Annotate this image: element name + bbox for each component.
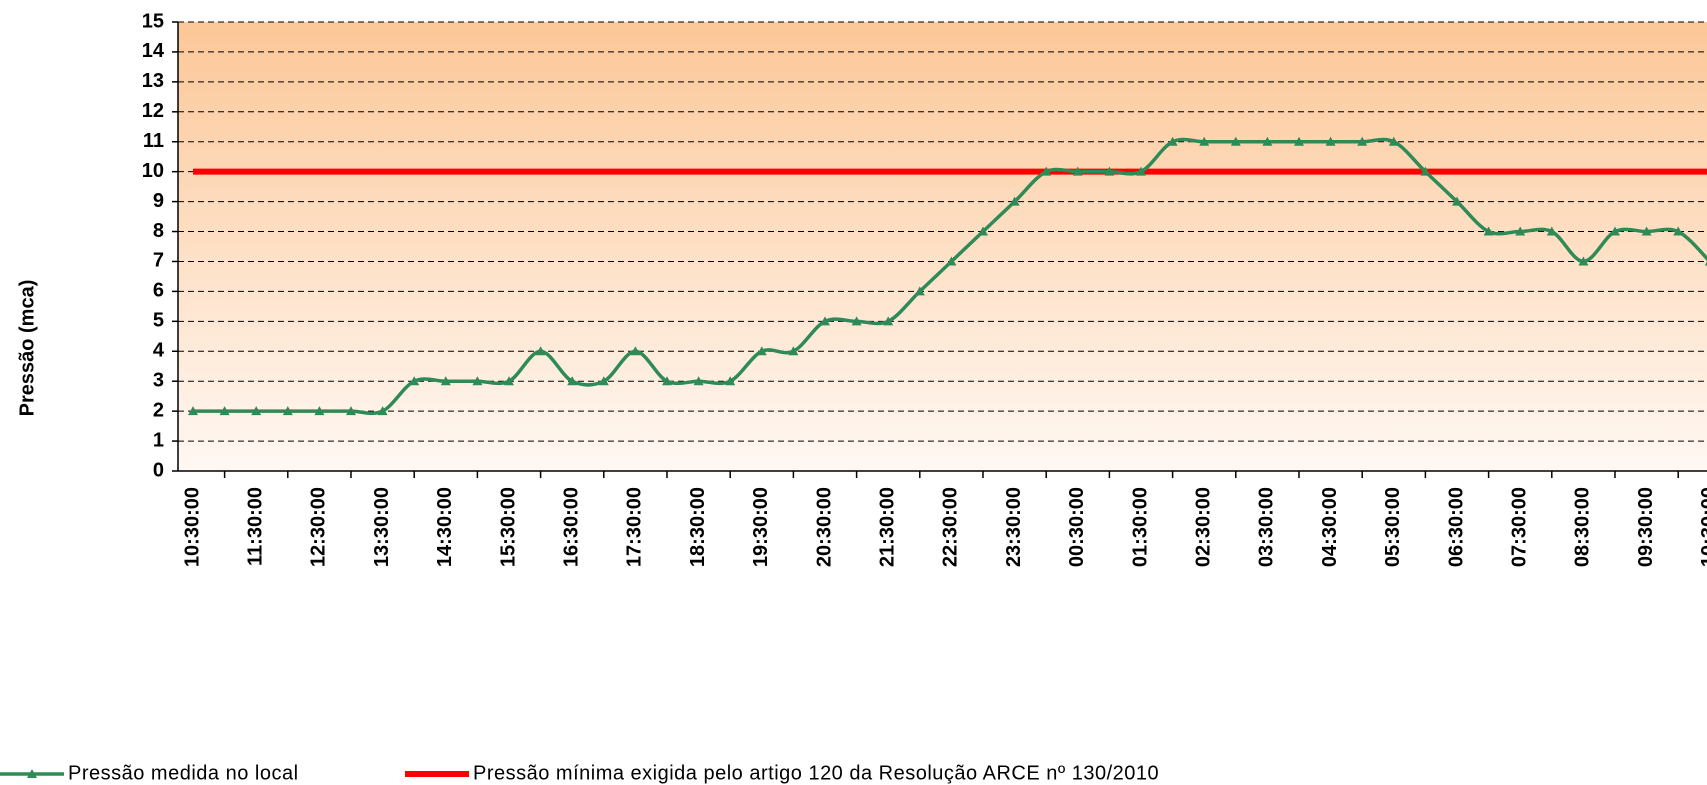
point-marker <box>1167 136 1178 146</box>
point-marker <box>598 376 609 386</box>
y-tick-label: 4 <box>153 340 165 362</box>
point-marker <box>219 406 230 416</box>
point-marker <box>1641 226 1652 236</box>
point-marker <box>1483 226 1494 236</box>
x-tick-label: 07:30:00 <box>1508 487 1530 567</box>
y-tick-label: 7 <box>153 250 164 272</box>
point-marker <box>756 346 767 356</box>
point-marker <box>314 406 325 416</box>
point-marker <box>346 406 356 416</box>
x-tick-label: 10:30:00 <box>181 487 203 567</box>
y-tick-label: 9 <box>153 190 164 212</box>
point-marker <box>693 376 704 386</box>
x-tick-label: 20:30:00 <box>813 487 835 567</box>
point-marker <box>630 346 641 356</box>
x-tick-label: 22:30:00 <box>940 487 962 567</box>
plot-area <box>178 22 1707 471</box>
y-tick-label: 12 <box>142 100 164 122</box>
point-marker <box>1104 166 1115 176</box>
x-tick-label: 10:30:00 <box>1698 487 1707 567</box>
x-tick-label: 02:30:00 <box>1192 487 1214 567</box>
point-marker <box>1136 166 1146 176</box>
y-tick-label: 0 <box>153 459 164 481</box>
point-marker <box>1673 226 1684 236</box>
point-marker <box>1009 196 1020 206</box>
x-tick-label: 19:30:00 <box>750 487 772 567</box>
point-marker <box>1072 166 1083 176</box>
x-tick-label: 21:30:00 <box>876 487 898 567</box>
point-marker <box>472 376 483 386</box>
point-marker <box>1578 256 1589 266</box>
point-marker <box>535 346 546 356</box>
point-marker <box>1230 136 1241 146</box>
y-tick-label: 5 <box>153 310 164 332</box>
x-tick-label: 15:30:00 <box>497 487 519 567</box>
x-tick-label: 03:30:00 <box>1256 487 1278 567</box>
y-tick-label: 15 <box>142 10 164 32</box>
point-marker <box>1325 136 1336 146</box>
x-tick-label: 13:30:00 <box>371 487 393 567</box>
y-tick-label: 6 <box>153 280 164 302</box>
y-tick-label: 14 <box>142 40 165 62</box>
point-marker <box>1294 136 1304 146</box>
x-tick-label: 12:30:00 <box>308 487 330 567</box>
y-tick-label: 11 <box>143 130 164 152</box>
y-tick-label: 13 <box>142 70 164 92</box>
y-tick-label: 8 <box>153 220 164 242</box>
x-tick-label: 18:30:00 <box>687 487 709 567</box>
y-axis-label: Pressão (mca) <box>16 280 38 417</box>
x-tick-label: 14:30:00 <box>434 487 456 567</box>
point-marker <box>504 376 514 386</box>
point-marker <box>1041 166 1052 176</box>
y-tick-label: 10 <box>142 160 164 182</box>
x-tick-label: 06:30:00 <box>1445 487 1467 567</box>
point-marker <box>662 376 672 386</box>
x-tick-label: 01:30:00 <box>1129 487 1151 567</box>
x-tick-label: 00:30:00 <box>1066 487 1088 567</box>
point-marker <box>567 376 578 386</box>
point-marker <box>1546 226 1557 236</box>
x-tick-label: 05:30:00 <box>1382 487 1404 567</box>
x-tick-label: 23:30:00 <box>1003 487 1025 567</box>
point-marker <box>851 316 862 326</box>
point-marker <box>377 406 388 416</box>
x-tick-label: 09:30:00 <box>1635 487 1657 567</box>
point-marker <box>409 376 420 386</box>
y-tick-label: 1 <box>153 429 164 451</box>
point-marker <box>188 406 198 416</box>
point-marker <box>1420 166 1431 176</box>
x-tick-label: 11:30:00 <box>244 487 266 566</box>
legend-marker <box>27 769 37 778</box>
point-marker <box>1262 136 1273 146</box>
point-marker <box>883 316 894 326</box>
y-tick-label: 2 <box>153 399 164 421</box>
x-tick-label: 16:30:00 <box>560 487 582 567</box>
x-tick-label: 08:30:00 <box>1572 487 1594 567</box>
point-marker <box>946 256 957 266</box>
point-marker <box>1515 226 1526 236</box>
point-marker <box>1610 226 1620 236</box>
point-marker <box>440 376 451 386</box>
point-marker <box>282 406 293 416</box>
y-tick-label: 3 <box>153 369 164 391</box>
legend-label: Pressão medida no local <box>68 762 299 784</box>
point-marker <box>978 226 988 236</box>
point-marker <box>725 376 736 386</box>
x-tick-label: 04:30:00 <box>1319 487 1341 567</box>
x-tick-label: 17:30:00 <box>624 487 646 567</box>
point-marker <box>1452 196 1462 206</box>
point-marker <box>788 346 799 356</box>
point-marker <box>1199 136 1210 146</box>
point-marker <box>820 316 830 326</box>
point-marker <box>914 286 925 296</box>
point-marker <box>251 406 262 416</box>
point-marker <box>1388 136 1399 146</box>
point-marker <box>1704 261 1707 266</box>
point-marker <box>1357 136 1368 146</box>
legend-label: Pressão mínima exigida pelo artigo 120 d… <box>473 762 1159 784</box>
